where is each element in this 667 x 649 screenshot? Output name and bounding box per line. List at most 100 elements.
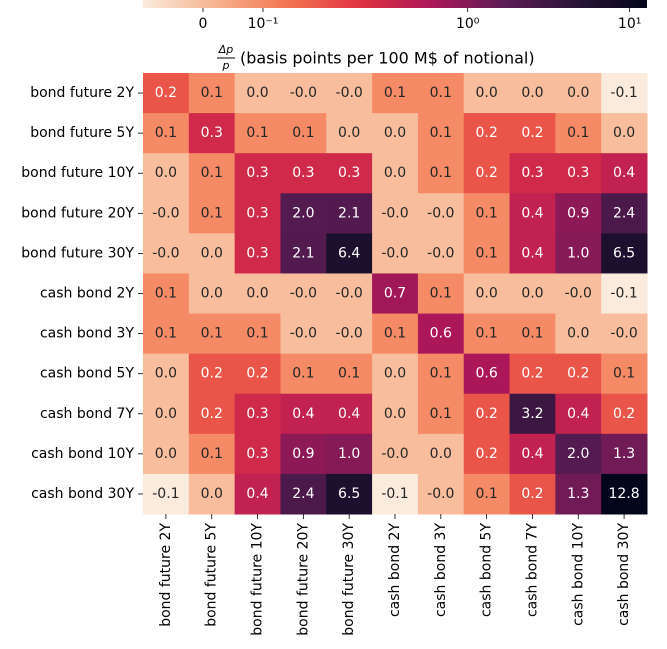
cell-label: 0.3 (246, 165, 268, 181)
cell-label: 0.3 (521, 165, 543, 181)
cell-label: 0.0 (201, 486, 223, 502)
heatmap-cell (417, 433, 465, 475)
cell-label: 0.1 (246, 326, 268, 342)
cell-label: 0.0 (384, 366, 406, 382)
heatmap-cell (188, 153, 236, 194)
cell-label: 12.8 (609, 486, 640, 502)
cell-label: 0.4 (521, 446, 543, 462)
cell-label: 0.1 (430, 85, 452, 101)
heatmap-cell (188, 73, 236, 114)
cell-label: 0.3 (201, 125, 223, 141)
cell-label: 0.0 (155, 446, 177, 462)
heatmap-cell (601, 393, 648, 435)
cell-label: 1.0 (338, 446, 360, 462)
heatmap-cell (280, 393, 327, 435)
cell-label: 0.1 (292, 125, 314, 141)
heatmap-cell (280, 193, 327, 234)
cell-label: 0.1 (292, 366, 314, 382)
cell-label: 0.0 (155, 165, 177, 181)
cell-label: 0.0 (384, 125, 406, 141)
cell-label: 3.2 (521, 406, 543, 422)
heatmap-cell (372, 233, 419, 274)
cell-label: 0.0 (246, 85, 268, 101)
cell-label: 1.3 (613, 446, 635, 462)
cell-label: 0.2 (246, 366, 268, 382)
cell-label: -0.1 (610, 85, 637, 101)
cell-label: 0.0 (521, 85, 543, 101)
y-tick-label: cash bond 30Y (31, 486, 134, 502)
cell-label: 0.4 (521, 245, 543, 261)
heatmap-cell (417, 273, 465, 315)
x-tick-label: cash bond 5Y (479, 523, 495, 617)
heatmap-cell (463, 153, 511, 194)
cell-label: -0.0 (610, 326, 637, 342)
cell-label: 0.4 (613, 165, 635, 181)
title-denominator: p (222, 59, 230, 72)
heatmap-cell (234, 73, 281, 114)
heatmap-cell (372, 353, 419, 395)
y-tick-label: cash bond 3Y (40, 326, 134, 342)
heatmap-cell (326, 393, 373, 435)
cell-label: 0.2 (201, 366, 223, 382)
cell-label: -0.0 (152, 205, 179, 221)
cell-label: -0.0 (427, 486, 454, 502)
heatmap-cell (372, 393, 419, 435)
chart-title: (basis points per 100 M$ of notional) (240, 49, 535, 68)
title-numerator: Δp (218, 43, 234, 56)
cell-label: 0.0 (384, 406, 406, 422)
heatmap-cell (463, 73, 511, 114)
cell-label: 0.0 (567, 326, 589, 342)
heatmap-cell (601, 233, 648, 274)
heatmap-cell (188, 233, 236, 274)
cell-label: 0.4 (246, 486, 268, 502)
x-tick-label: cash bond 7Y (524, 523, 540, 617)
cell-label: 2.1 (338, 205, 360, 221)
cell-label: -0.0 (290, 326, 317, 342)
heatmap-cell (601, 313, 648, 355)
heatmap-cell (143, 313, 190, 355)
heatmap-cell (601, 273, 648, 315)
heatmap-cell (463, 313, 511, 355)
heatmap-cell (326, 273, 373, 315)
cell-label: 0.0 (521, 286, 543, 302)
x-tick-label: bond future 2Y (158, 523, 174, 627)
x-tick-label: bond future 5Y (204, 523, 220, 627)
cell-label: 2.1 (292, 245, 314, 261)
cell-label: -0.0 (336, 85, 363, 101)
cell-label: 0.1 (338, 366, 360, 382)
heatmap-cell (234, 153, 281, 194)
heatmap-cell (280, 433, 327, 475)
heatmap-cell (188, 393, 236, 435)
cell-label: 0.0 (201, 245, 223, 261)
heatmap-cell (417, 393, 465, 435)
cell-label: 0.1 (201, 326, 223, 342)
cell-label: 6.5 (613, 245, 635, 261)
heatmap-cell (463, 433, 511, 475)
cell-label: 0.1 (476, 245, 498, 261)
cell-label: 0.1 (201, 165, 223, 181)
heatmap-cell (555, 113, 602, 154)
heatmap-cell (143, 113, 190, 154)
cell-label: 0.0 (476, 286, 498, 302)
cell-label: 0.7 (384, 286, 406, 302)
colorbar (143, 0, 647, 8)
cell-label: 0.1 (155, 286, 177, 302)
cell-label: 0.3 (246, 446, 268, 462)
cell-label: 0.2 (521, 125, 543, 141)
heatmap-cell (417, 353, 465, 395)
heatmap-cell (234, 393, 281, 435)
heatmap-cell (601, 193, 648, 234)
heatmap-cell (188, 113, 236, 154)
heatmap-cell (280, 273, 327, 315)
heatmap-cell (234, 473, 281, 515)
heatmap-cell (372, 113, 419, 154)
heatmap-cell (509, 353, 556, 395)
heatmap-cell (555, 233, 602, 274)
cell-label: 0.0 (567, 85, 589, 101)
heatmap-cell (280, 153, 327, 194)
cell-label: -0.0 (565, 286, 592, 302)
cell-label: 0.1 (430, 366, 452, 382)
cell-label: 0.1 (430, 165, 452, 181)
heatmap-cell (326, 193, 373, 234)
